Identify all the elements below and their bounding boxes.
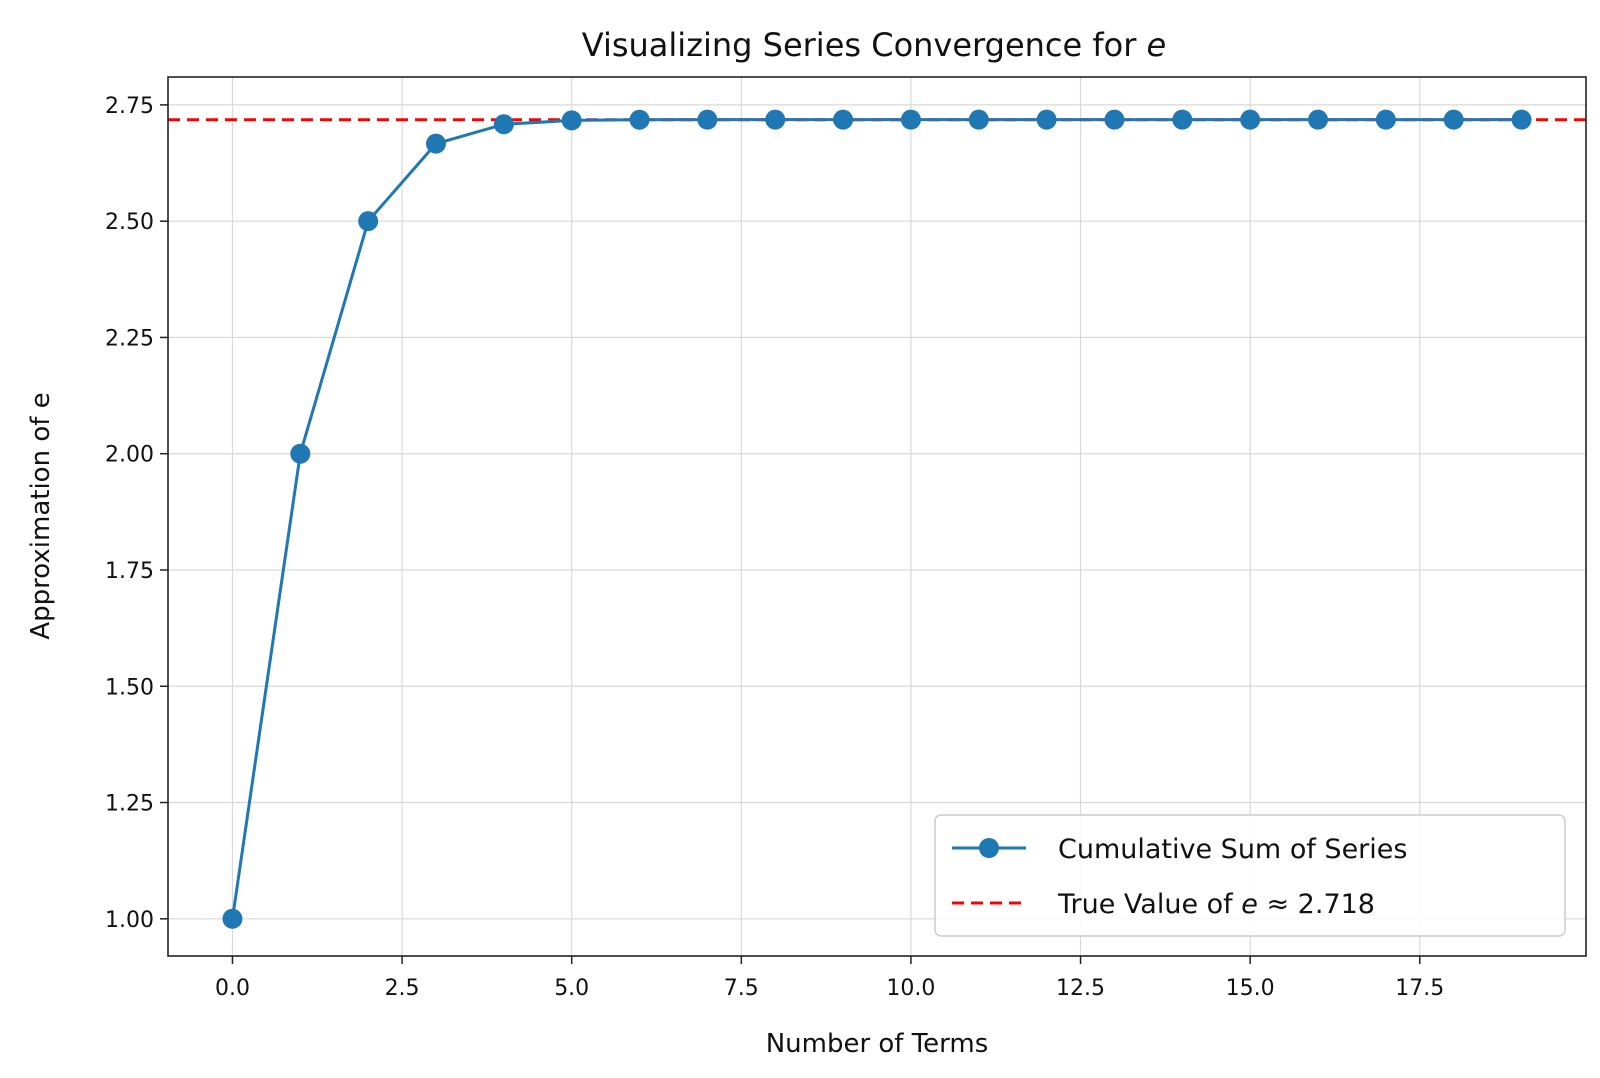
data-point <box>561 110 582 131</box>
data-point <box>765 109 786 130</box>
x-tick-label: 0.0 <box>215 976 250 1001</box>
data-point <box>833 109 854 130</box>
y-tick-label: 1.00 <box>105 908 154 933</box>
legend-series-label: Cumulative Sum of Series <box>1058 834 1407 865</box>
series-layer <box>222 109 1532 929</box>
data-point <box>1443 109 1464 130</box>
y-tick-label: 1.25 <box>105 792 154 817</box>
data-point <box>697 109 718 130</box>
data-point <box>1511 109 1532 130</box>
data-point <box>968 109 989 130</box>
data-point <box>1036 109 1057 130</box>
x-tick-label: 12.5 <box>1056 976 1105 1001</box>
y-tick-label: 1.50 <box>105 675 154 700</box>
x-tick-label: 15.0 <box>1226 976 1275 1001</box>
series-line <box>230 118 1522 920</box>
y-tick-label: 1.75 <box>105 559 154 584</box>
legend: Cumulative Sum of Series True Value of e… <box>934 814 1566 937</box>
y-tick-label: 2.75 <box>105 94 154 119</box>
legend-reference-label: True Value of e ≈ 2.718 <box>1057 889 1375 920</box>
y-axis-label: Approximation of e <box>26 392 56 639</box>
x-axis-ticks: 0.0 2.5 5.0 7.5 10.0 12.5 15.0 17.5 <box>215 956 1444 1001</box>
data-point <box>425 133 446 154</box>
x-tick-label: 7.5 <box>724 976 759 1001</box>
x-tick-label: 10.0 <box>886 976 935 1001</box>
x-tick-label: 5.0 <box>554 976 589 1001</box>
y-tick-label: 2.00 <box>105 443 154 468</box>
data-point <box>222 908 243 929</box>
data-point <box>493 114 514 135</box>
legend-series-marker-swatch <box>979 838 999 858</box>
plot-frame <box>167 76 1587 957</box>
data-point <box>1172 109 1193 130</box>
y-tick-label: 2.25 <box>105 326 154 351</box>
data-point <box>629 109 650 130</box>
x-tick-label: 17.5 <box>1395 976 1444 1001</box>
data-point <box>290 443 311 464</box>
data-point <box>358 211 379 232</box>
y-tick-label: 2.50 <box>105 210 154 235</box>
legend-box <box>934 814 1566 937</box>
grid-lines <box>168 77 1586 956</box>
data-point <box>1375 109 1396 130</box>
x-axis-label: Number of Terms <box>766 1029 989 1059</box>
y-axis-ticks: 1.00 1.25 1.50 1.75 2.00 2.25 2.50 2.75 <box>105 94 168 933</box>
x-tick-label: 2.5 <box>385 976 420 1001</box>
chart-title: Visualizing Series Convergence for e <box>582 26 1166 64</box>
data-point <box>1240 109 1261 130</box>
data-point <box>1104 109 1125 130</box>
data-point <box>900 109 921 130</box>
data-point <box>1308 109 1329 130</box>
